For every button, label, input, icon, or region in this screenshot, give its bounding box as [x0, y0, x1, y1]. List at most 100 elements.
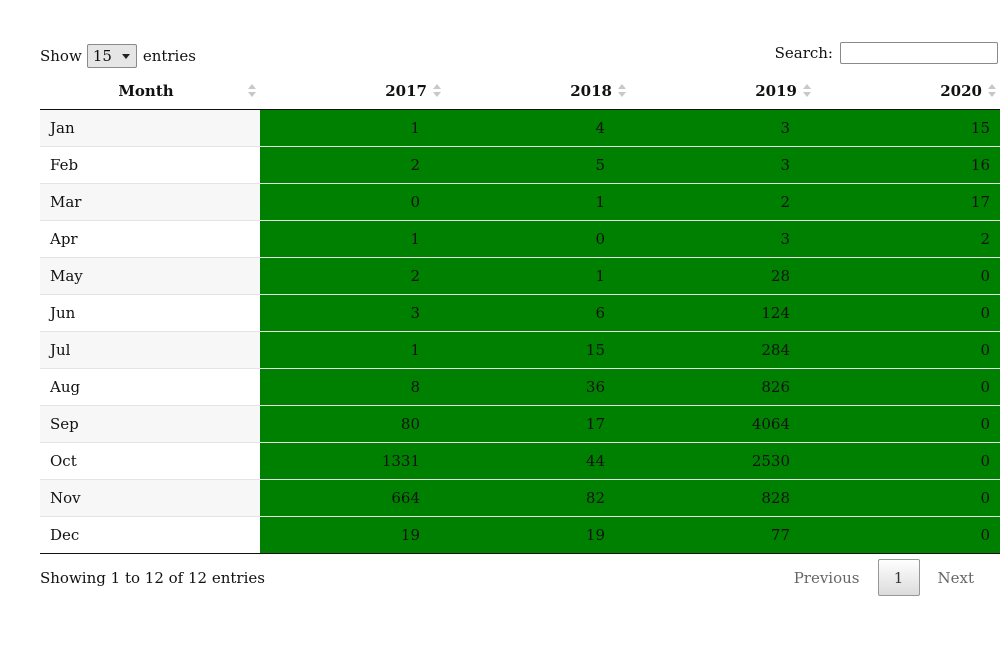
- value-cell-2019: 2: [630, 183, 815, 221]
- sort-icon: [803, 84, 811, 98]
- value-cell-2020: 0: [815, 479, 1000, 517]
- value-cell-2017: 1: [260, 220, 445, 258]
- value-cell-2018: 19: [445, 516, 630, 554]
- month-cell: May: [40, 257, 260, 295]
- value-cell-2017: 1: [260, 109, 445, 147]
- table-row: Feb 2 5 3 16: [40, 146, 1000, 184]
- value-cell-2017: 0: [260, 183, 445, 221]
- show-label: Show: [40, 47, 82, 65]
- value-cell-2019: 4064: [630, 405, 815, 443]
- month-cell: Apr: [40, 220, 260, 258]
- value-cell-2020: 0: [815, 516, 1000, 554]
- table-row: Sep 80 17 4064 0: [40, 405, 1000, 443]
- month-cell: Dec: [40, 516, 260, 554]
- value-cell-2019: 124: [630, 294, 815, 332]
- value-cell-2017: 80: [260, 405, 445, 443]
- value-cell-2020: 16: [815, 146, 1000, 184]
- value-cell-2017: 19: [260, 516, 445, 554]
- month-cell: Mar: [40, 183, 260, 221]
- value-cell-2020: 0: [815, 257, 1000, 295]
- column-header-2018[interactable]: 2018: [445, 72, 630, 110]
- table-info: Showing 1 to 12 of 12 entries: [40, 569, 265, 587]
- value-cell-2017: 1: [260, 331, 445, 369]
- value-cell-2018: 1: [445, 257, 630, 295]
- value-cell-2018: 5: [445, 146, 630, 184]
- entries-select-value: 15: [92, 47, 112, 65]
- month-cell: Oct: [40, 442, 260, 480]
- table-row: Aug 8 36 826 0: [40, 368, 1000, 406]
- table-row: May 2 1 28 0: [40, 257, 1000, 295]
- value-cell-2017: 8: [260, 368, 445, 406]
- previous-button[interactable]: Previous: [793, 568, 860, 587]
- value-cell-2018: 44: [445, 442, 630, 480]
- value-cell-2019: 2530: [630, 442, 815, 480]
- column-header-2017[interactable]: 2017: [260, 72, 445, 110]
- month-cell: Jul: [40, 331, 260, 369]
- table-row: Dec 19 19 77 0: [40, 516, 1000, 554]
- table-controls: Show 15 entries Search:: [40, 42, 1000, 68]
- value-cell-2019: 3: [630, 146, 815, 184]
- month-cell: Aug: [40, 368, 260, 406]
- value-cell-2019: 826: [630, 368, 815, 406]
- month-cell: Jan: [40, 109, 260, 147]
- table-row: Jun 3 6 124 0: [40, 294, 1000, 332]
- value-cell-2017: 2: [260, 146, 445, 184]
- search-box: Search:: [775, 42, 998, 64]
- value-cell-2019: 28: [630, 257, 815, 295]
- value-cell-2018: 1: [445, 183, 630, 221]
- table-row: Jan 1 4 3 15: [40, 109, 1000, 147]
- value-cell-2019: 284: [630, 331, 815, 369]
- next-button[interactable]: Next: [937, 568, 975, 587]
- value-cell-2018: 4: [445, 109, 630, 147]
- entries-select[interactable]: 15: [86, 44, 137, 68]
- value-cell-2017: 3: [260, 294, 445, 332]
- column-header-label: 2019: [755, 81, 797, 100]
- sort-icon: [988, 84, 996, 98]
- page-button-current[interactable]: 1: [877, 559, 920, 596]
- column-header-2020[interactable]: 2020: [815, 72, 1000, 110]
- search-input[interactable]: [840, 42, 998, 64]
- value-cell-2018: 15: [445, 331, 630, 369]
- pagination: Previous 1 Next: [784, 559, 984, 596]
- value-cell-2020: 0: [815, 294, 1000, 332]
- column-header-label: Month: [118, 81, 174, 100]
- chevron-down-icon: [121, 53, 130, 59]
- table-row: Oct 1331 44 2530 0: [40, 442, 1000, 480]
- column-header-label: 2017: [385, 81, 427, 100]
- month-cell: Feb: [40, 146, 260, 184]
- sort-icon: [248, 84, 256, 98]
- header-row: Month 2017 2018 2019 2020: [40, 72, 1000, 110]
- column-header-2019[interactable]: 2019: [630, 72, 815, 110]
- column-header-label: 2020: [940, 81, 982, 100]
- value-cell-2018: 6: [445, 294, 630, 332]
- value-cell-2020: 2: [815, 220, 1000, 258]
- data-table: Month 2017 2018 2019 2020 Jan 1: [40, 72, 1000, 554]
- value-cell-2020: 0: [815, 331, 1000, 369]
- value-cell-2018: 36: [445, 368, 630, 406]
- value-cell-2020: 0: [815, 368, 1000, 406]
- value-cell-2020: 0: [815, 405, 1000, 443]
- value-cell-2017: 2: [260, 257, 445, 295]
- sort-icon: [618, 84, 626, 98]
- value-cell-2019: 3: [630, 220, 815, 258]
- value-cell-2020: 15: [815, 109, 1000, 147]
- value-cell-2019: 3: [630, 109, 815, 147]
- month-cell: Sep: [40, 405, 260, 443]
- table-row: Jul 1 15 284 0: [40, 331, 1000, 369]
- entries-label: entries: [142, 47, 196, 65]
- table-row: Mar 0 1 2 17: [40, 183, 1000, 221]
- value-cell-2019: 828: [630, 479, 815, 517]
- value-cell-2017: 664: [260, 479, 445, 517]
- value-cell-2018: 82: [445, 479, 630, 517]
- month-cell: Nov: [40, 479, 260, 517]
- column-header-month[interactable]: Month: [40, 72, 260, 110]
- table-row: Apr 1 0 3 2: [40, 220, 1000, 258]
- length-menu: Show 15 entries: [40, 44, 196, 68]
- value-cell-2018: 17: [445, 405, 630, 443]
- table-row: Nov 664 82 828 0: [40, 479, 1000, 517]
- sort-icon: [433, 84, 441, 98]
- value-cell-2019: 77: [630, 516, 815, 554]
- month-cell: Jun: [40, 294, 260, 332]
- value-cell-2020: 17: [815, 183, 1000, 221]
- search-label: Search:: [774, 44, 833, 62]
